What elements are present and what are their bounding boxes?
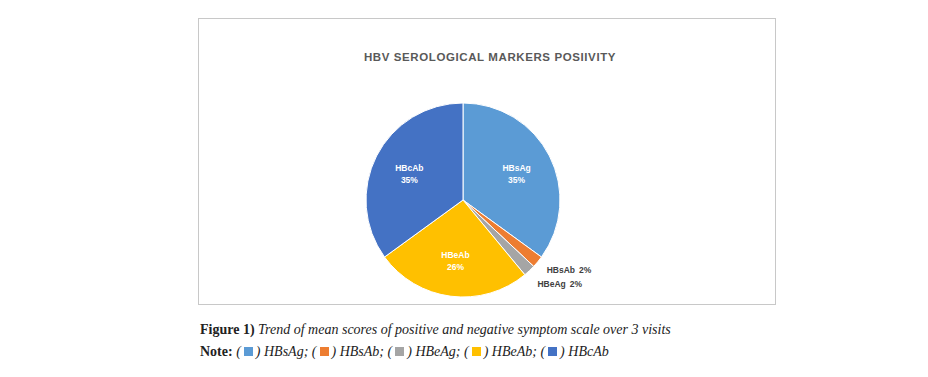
legend-separator: ; [379, 344, 384, 359]
data-label-name: HBcAb [395, 163, 423, 173]
data-label-name: HBeAg [537, 279, 565, 289]
legend-swatch [395, 347, 404, 356]
figure-label: Figure 1) [200, 322, 255, 337]
legend-bracket: ) [332, 344, 340, 359]
legend-swatch [244, 347, 253, 356]
legend-bracket: ) [560, 344, 568, 359]
legend-bracket: ( [384, 344, 392, 359]
data-label-value: 35% [401, 175, 418, 185]
data-label-name: HBsAg [502, 163, 530, 173]
legend-entry: HBsAg [264, 344, 304, 359]
page: HBV SEROLOGICAL MARKERS POSIIVITY HBsAg 35… [0, 0, 928, 377]
data-label-value: 2% [570, 279, 583, 289]
legend-entry: HBcAb [568, 344, 608, 359]
legend-swatch [320, 347, 329, 356]
legend-bracket: ) [484, 344, 492, 359]
legend-separator: ; [304, 344, 309, 359]
note-label: Note: [200, 344, 233, 359]
legend-entry: HBsAb [340, 344, 380, 359]
data-label-value: 35% [508, 175, 525, 185]
caption: Figure 1) Trend of mean scores of positi… [200, 322, 671, 338]
legend-entry: HBeAg [415, 344, 455, 359]
legend-bracket: ( [537, 344, 545, 359]
legend-separator: ; [532, 344, 537, 359]
chart-title: HBV SEROLOGICAL MARKERS POSIIVITY [364, 51, 616, 63]
data-label-name: HBeAb [441, 250, 469, 260]
chart: HBV SEROLOGICAL MARKERS POSIIVITY HBsAg 35… [0, 0, 928, 377]
legend-swatch [472, 347, 481, 356]
legend-entry: HBeAb [492, 344, 532, 359]
data-label-value: 26% [447, 262, 464, 272]
legend-bracket: ( [460, 344, 468, 359]
legend: Note: () HBsAg; () HBsAb; () HBeAg; () H… [200, 344, 609, 360]
slices [366, 103, 560, 297]
legend-bracket: ( [308, 344, 316, 359]
legend-bracket: ( [233, 344, 241, 359]
legend-swatch [548, 347, 557, 356]
legend-separator: ; [456, 344, 461, 359]
legend-bracket: ) [407, 344, 415, 359]
pie-slice [366, 103, 463, 257]
data-label-name: HBsAb [547, 265, 575, 275]
figure-caption: Trend of mean scores of positive and neg… [255, 322, 671, 337]
data-label-value: 2% [579, 265, 592, 275]
legend-bracket: ) [256, 344, 264, 359]
